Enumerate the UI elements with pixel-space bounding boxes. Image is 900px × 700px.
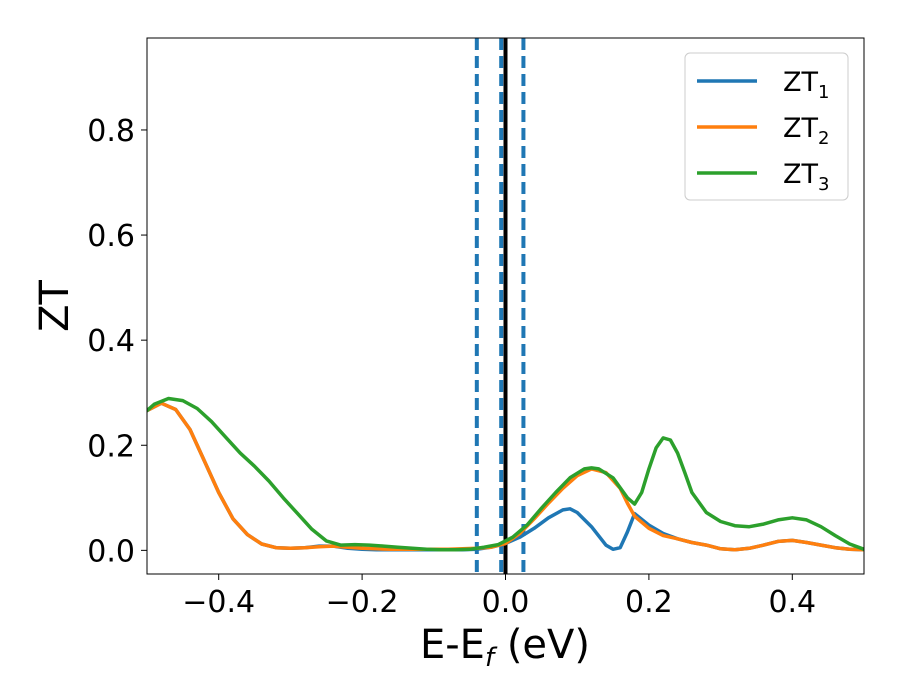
series-layer: [147, 396, 864, 552]
x-tick-label: 0.0: [482, 585, 530, 620]
y-tick-label: 0.8: [87, 114, 135, 149]
vertical-reference-lines: [474, 38, 526, 574]
x-tick-label: −0.2: [326, 585, 399, 620]
legend-label-3: ZT3: [783, 159, 829, 195]
legend-box: [684, 52, 849, 201]
y-tick-label: 0.2: [87, 429, 135, 464]
x-axis-ticks: −0.4 −0.2 0.0 0.2 0.4: [182, 574, 816, 620]
x-axis-label: E-Ef (eV): [420, 622, 590, 673]
legend: ZT1 ZT2 ZT3: [684, 52, 849, 201]
legend-label-1: ZT1: [783, 67, 829, 103]
legend-label-2: ZT2: [783, 113, 829, 149]
x-tick-label: 0.2: [625, 585, 673, 620]
x-tick-label: −0.4: [182, 585, 255, 620]
x-tick-label: 0.4: [768, 585, 816, 620]
series-line-3: [147, 396, 864, 552]
y-tick-label: 0.6: [87, 219, 135, 254]
y-tick-label: 0.4: [87, 324, 135, 359]
y-axis-ticks: 0.0 0.2 0.4 0.6 0.8: [87, 114, 147, 569]
y-axis-label: ZT: [32, 280, 78, 332]
y-tick-label: 0.0: [87, 534, 135, 569]
